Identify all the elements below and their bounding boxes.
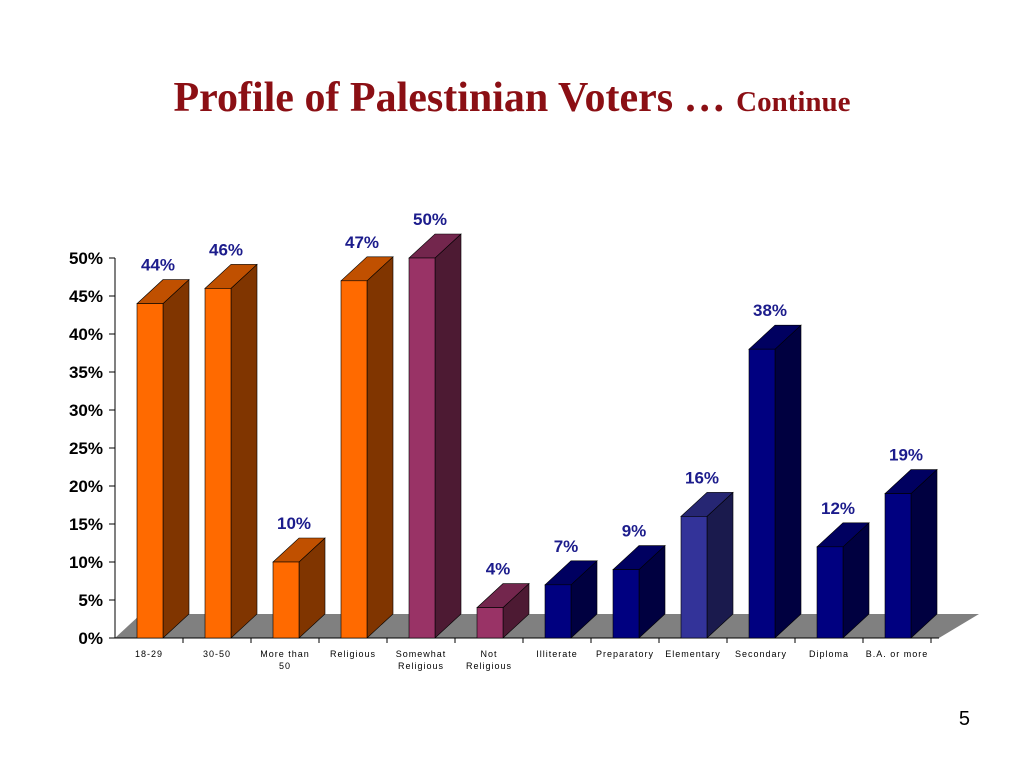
data-label: 4%: [486, 560, 511, 579]
bar-front: [680, 516, 708, 639]
bar: [884, 468, 938, 639]
bar-front: [272, 561, 300, 639]
x-tick-label-line: 18-29: [135, 649, 163, 659]
bar: [544, 560, 598, 639]
bar-front: [476, 607, 504, 639]
data-label: 38%: [753, 301, 787, 320]
x-tick-label-line: 50: [279, 661, 291, 671]
x-tick-label: Illiterate: [536, 649, 578, 659]
x-tick-label: 18-29: [135, 649, 163, 659]
bar-chart: 0% 5% 10% 15% 20% 25% 30% 35% 40% 45% 50% 18-29 30-…: [69, 210, 979, 671]
bar-front: [408, 257, 436, 639]
x-tick-label: Elementary: [665, 649, 721, 659]
bar: [204, 263, 258, 639]
y-tick-label: 35%: [69, 363, 103, 382]
y-tick-label: 10%: [69, 553, 103, 572]
bar-front: [612, 569, 640, 639]
bar-front: [544, 584, 572, 639]
bar-side: [706, 491, 734, 639]
bar-side: [774, 324, 802, 639]
data-label: 10%: [277, 514, 311, 533]
bar: [680, 491, 734, 639]
data-label: 12%: [821, 499, 855, 518]
x-tick-label: 30-50: [203, 649, 231, 659]
x-tick-label: Secondary: [735, 649, 787, 659]
y-tick-label: 0%: [78, 629, 103, 648]
x-tick-label-line: More than: [260, 649, 310, 659]
bar-side: [162, 278, 190, 639]
data-label: 44%: [141, 256, 175, 275]
page-number: 5: [958, 708, 970, 730]
y-tick-label: 5%: [78, 591, 103, 610]
x-tick-label-line: Not: [480, 649, 497, 659]
bars: [136, 233, 938, 639]
bar-side: [230, 263, 258, 639]
bar: [816, 522, 870, 639]
x-tick-label-line: Illiterate: [536, 649, 578, 659]
data-label: 16%: [685, 468, 719, 487]
x-tick-label: Diploma: [809, 649, 849, 659]
bar: [136, 278, 190, 639]
bar-front: [340, 280, 368, 639]
bar-front: [748, 348, 776, 639]
data-label: 7%: [554, 537, 579, 556]
x-tick-label-line: Preparatory: [596, 649, 654, 659]
data-labels: 44% 46% 10% 47% 50% 4% 7% 9% 16% 38% 12% 19%: [141, 210, 923, 579]
y-tick-label: 15%: [69, 515, 103, 534]
bar: [272, 537, 326, 639]
bar-side: [366, 256, 394, 639]
data-label: 46%: [209, 240, 243, 259]
bar-front: [204, 288, 232, 639]
y-tick-label: 25%: [69, 439, 103, 458]
y-tick-label: 20%: [69, 477, 103, 496]
x-tick-label: Religious: [330, 649, 376, 659]
bar: [408, 233, 462, 639]
x-tick-label-line: Diploma: [809, 649, 849, 659]
data-label: 19%: [889, 446, 923, 465]
x-tick-label: Somewhat Religious: [396, 649, 447, 671]
data-label: 47%: [345, 233, 379, 252]
x-tick-label: More than 50: [260, 649, 310, 671]
y-tick-label: 40%: [69, 325, 103, 344]
bar-side: [910, 468, 938, 639]
x-axis-ticks: 18-29 30-50 More than 50 Religious Somewhat Re…: [135, 638, 932, 671]
y-tick-label: 50%: [69, 249, 103, 268]
x-tick-label-line: Religious: [466, 661, 512, 671]
bar-front: [136, 303, 164, 639]
data-label: 50%: [413, 210, 447, 229]
bar: [340, 256, 394, 639]
bar-front: [816, 546, 844, 639]
x-tick-label-line: Religious: [330, 649, 376, 659]
x-tick-label-line: B.A. or more: [866, 649, 929, 659]
x-tick-label-line: Secondary: [735, 649, 787, 659]
x-tick-label: Not Religious: [466, 649, 512, 671]
slide-title: Profile of Palestinian Voters … Continue: [0, 70, 1024, 130]
x-tick-label-line: Somewhat: [396, 649, 447, 659]
x-tick-label: Preparatory: [596, 649, 654, 659]
x-tick-label-line: Religious: [398, 661, 444, 671]
bar: [612, 544, 666, 639]
bar-front: [884, 493, 912, 639]
data-label: 9%: [622, 522, 647, 541]
y-tick-label: 30%: [69, 401, 103, 420]
bar-side: [434, 233, 462, 639]
title-main: Profile of Palestinian Voters …: [173, 75, 726, 121]
bar: [748, 324, 802, 639]
x-tick-label-line: Elementary: [665, 649, 721, 659]
x-tick-label: B.A. or more: [866, 649, 929, 659]
y-axis-ticks: 0% 5% 10% 15% 20% 25% 30% 35% 40% 45% 50%: [69, 249, 115, 648]
y-tick-label: 45%: [69, 287, 103, 306]
title-sub: Continue: [736, 86, 851, 118]
bar: [476, 582, 530, 639]
x-tick-label-line: 30-50: [203, 649, 231, 659]
